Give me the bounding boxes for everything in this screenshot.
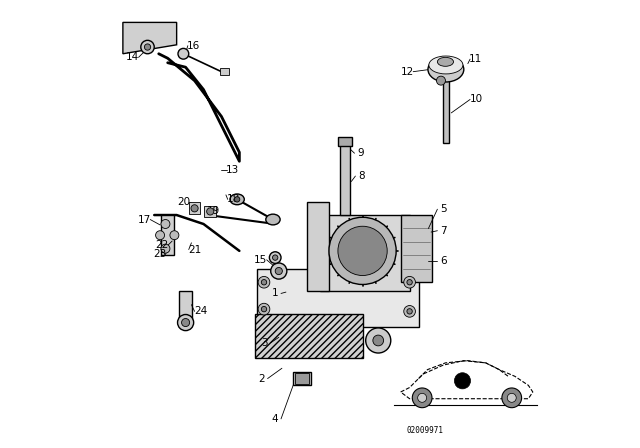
Polygon shape [320, 215, 410, 291]
Circle shape [404, 306, 415, 317]
Bar [189, 202, 200, 214]
Text: 4: 4 [272, 414, 278, 424]
Ellipse shape [437, 57, 454, 66]
Text: 18: 18 [227, 194, 240, 204]
Circle shape [258, 303, 270, 315]
Circle shape [156, 231, 164, 240]
Text: 14: 14 [126, 52, 140, 62]
Circle shape [258, 276, 270, 288]
Circle shape [177, 314, 194, 331]
Circle shape [407, 280, 412, 285]
Text: 21: 21 [188, 245, 201, 254]
Text: 17: 17 [138, 215, 151, 224]
Circle shape [141, 40, 154, 54]
Ellipse shape [329, 217, 396, 284]
Circle shape [269, 252, 281, 263]
Circle shape [404, 276, 415, 288]
Text: 11: 11 [469, 54, 483, 64]
Circle shape [261, 280, 267, 285]
Circle shape [182, 319, 189, 327]
Polygon shape [179, 291, 192, 323]
Bar [293, 372, 311, 385]
Text: 2: 2 [259, 374, 265, 383]
Text: 15: 15 [254, 255, 268, 265]
Text: 13: 13 [226, 165, 239, 175]
Circle shape [275, 267, 282, 275]
Circle shape [454, 373, 470, 389]
Circle shape [271, 263, 287, 279]
Circle shape [436, 76, 445, 85]
Circle shape [502, 388, 522, 408]
Text: 9: 9 [357, 148, 364, 158]
Circle shape [207, 208, 214, 215]
Bar [338, 137, 352, 146]
Bar [295, 373, 309, 384]
Bar [443, 74, 449, 143]
Ellipse shape [230, 194, 244, 205]
Text: 8: 8 [358, 171, 365, 181]
Bar [340, 143, 350, 215]
Text: 02009971: 02009971 [407, 426, 444, 435]
Bar [220, 68, 228, 75]
Text: 1: 1 [272, 289, 278, 298]
Polygon shape [161, 215, 174, 255]
Circle shape [261, 306, 267, 312]
Circle shape [508, 393, 516, 402]
Text: 12: 12 [401, 67, 414, 77]
Circle shape [407, 309, 412, 314]
Text: 10: 10 [469, 95, 483, 104]
Circle shape [365, 328, 391, 353]
Text: 20: 20 [177, 198, 190, 207]
Circle shape [145, 44, 150, 50]
Circle shape [161, 244, 170, 253]
Circle shape [234, 197, 240, 202]
Polygon shape [257, 269, 419, 327]
Circle shape [178, 48, 189, 59]
Circle shape [418, 393, 427, 402]
Circle shape [161, 220, 170, 228]
Ellipse shape [338, 226, 387, 276]
Circle shape [412, 388, 432, 408]
Text: 23: 23 [153, 250, 166, 259]
Text: 16: 16 [187, 41, 200, 51]
Ellipse shape [429, 56, 463, 74]
Polygon shape [255, 314, 362, 358]
Text: 3: 3 [262, 338, 268, 348]
Text: 5: 5 [440, 204, 447, 214]
Text: 22: 22 [156, 240, 169, 250]
Text: 19: 19 [207, 207, 220, 216]
Ellipse shape [266, 214, 280, 225]
Polygon shape [123, 22, 177, 54]
Circle shape [273, 255, 278, 260]
Ellipse shape [428, 57, 464, 82]
Bar [204, 206, 216, 217]
Text: 6: 6 [440, 256, 447, 266]
Polygon shape [401, 215, 432, 282]
Polygon shape [307, 202, 329, 291]
Circle shape [373, 335, 383, 346]
Text: 7: 7 [440, 226, 447, 236]
Text: 24: 24 [194, 306, 207, 316]
Circle shape [191, 205, 198, 212]
Circle shape [170, 231, 179, 240]
